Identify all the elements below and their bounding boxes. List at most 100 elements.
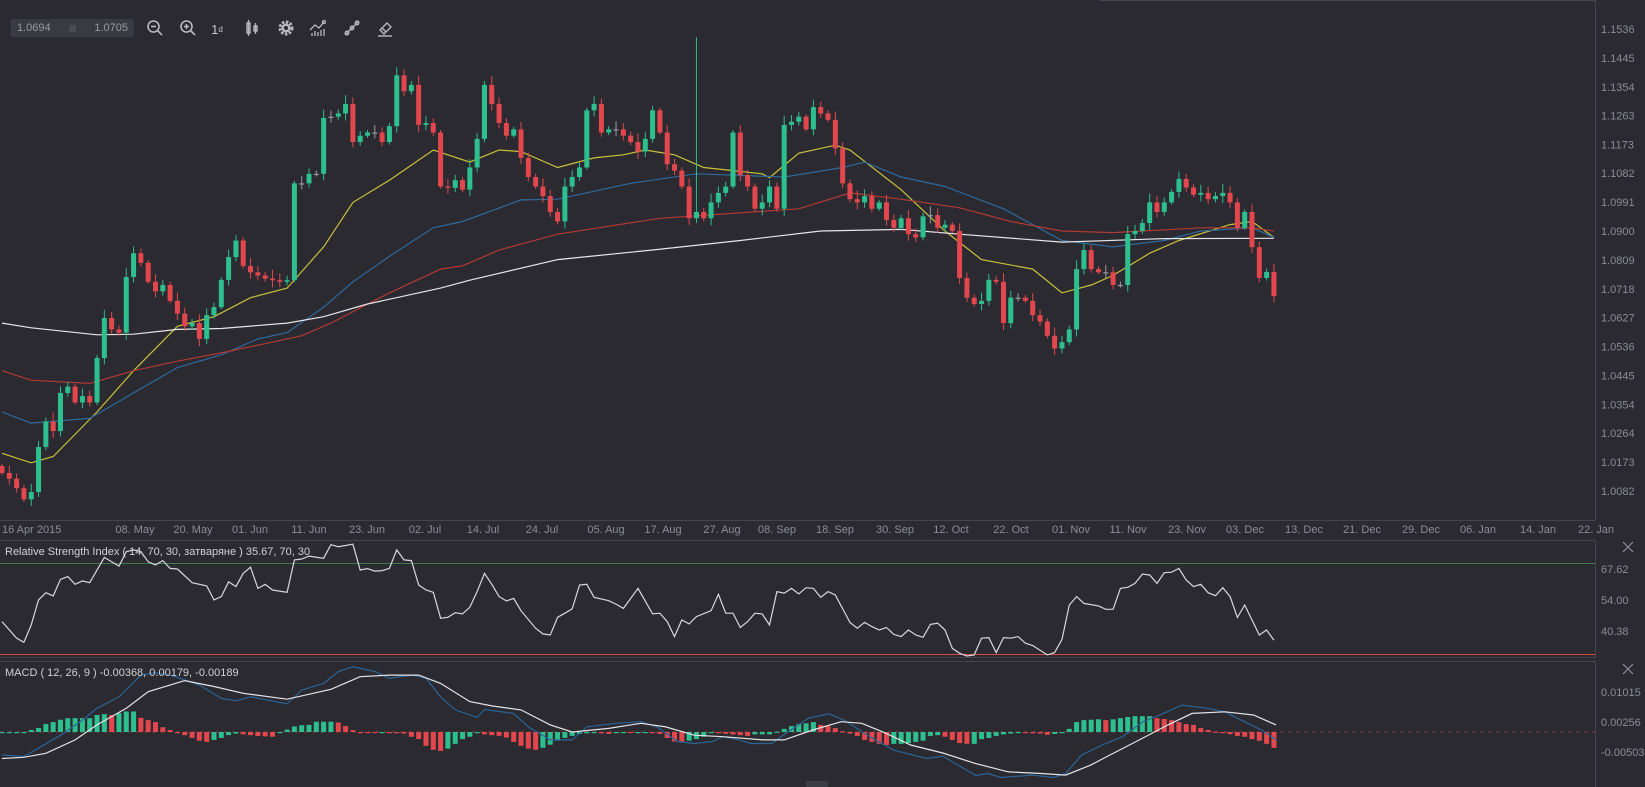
- candle: [803, 114, 809, 132]
- rsi-axis-label: 54.00: [1601, 595, 1629, 607]
- candle-body: [1271, 271, 1277, 297]
- candle: [737, 125, 743, 182]
- close-macd-panel-icon[interactable]: [1621, 662, 1635, 676]
- drawing-tools-icon[interactable]: [340, 16, 364, 40]
- histogram-bar: [715, 732, 721, 734]
- rsi-line: [1, 543, 1275, 657]
- histogram-bar: [847, 732, 853, 734]
- candle-body: [1059, 342, 1065, 349]
- histogram-bar: [1074, 722, 1080, 732]
- candle-body: [94, 358, 100, 403]
- candle: [416, 76, 422, 132]
- candle: [862, 189, 868, 208]
- date-axis-label: 27. Aug: [703, 524, 740, 536]
- candle: [1059, 336, 1065, 354]
- candle: [255, 266, 261, 281]
- candle: [1264, 268, 1270, 281]
- candle: [153, 274, 159, 298]
- histogram-bar: [284, 729, 290, 732]
- histogram-bar: [416, 732, 422, 740]
- histogram-bar: [1066, 728, 1072, 732]
- histogram-bar: [503, 732, 509, 738]
- close-rsi-panel-icon[interactable]: [1621, 540, 1635, 554]
- histogram-bar: [291, 726, 297, 732]
- candle-body: [905, 218, 911, 235]
- candle-body: [825, 113, 831, 120]
- candle: [1191, 184, 1197, 198]
- histogram-bar: [957, 732, 963, 744]
- candle-body: [854, 199, 860, 203]
- zoom-out-icon[interactable]: [143, 16, 167, 40]
- candle: [1205, 186, 1211, 205]
- candle-body: [481, 84, 487, 139]
- candle-body: [810, 107, 816, 130]
- price-axis-label: 1.0627: [1601, 313, 1635, 325]
- histogram-bar: [196, 732, 202, 741]
- candle: [306, 168, 312, 188]
- date-axis-label: 08. Sep: [758, 524, 796, 536]
- candle-body: [1015, 297, 1021, 299]
- candle-body: [1117, 284, 1123, 287]
- candle-body: [540, 186, 546, 197]
- histogram-bar: [635, 732, 641, 734]
- candle-body: [993, 279, 999, 282]
- settings-gear-icon[interactable]: [274, 16, 298, 40]
- candle: [635, 133, 641, 159]
- candle: [767, 180, 773, 208]
- candle-body: [796, 116, 802, 122]
- candle: [65, 381, 71, 397]
- candle: [1183, 173, 1189, 192]
- candle: [818, 101, 824, 118]
- histogram-bar: [1249, 732, 1255, 740]
- candle-body: [1227, 192, 1233, 203]
- histogram-bar: [1256, 732, 1262, 741]
- histogram-bar: [153, 722, 159, 732]
- date-axis-label: 24. Jul: [526, 524, 558, 536]
- candle: [1096, 266, 1101, 275]
- histogram-bar: [949, 732, 955, 740]
- indicators-icon[interactable]: [306, 16, 330, 40]
- candle-body: [650, 110, 656, 139]
- histogram-bar: [1212, 731, 1218, 733]
- candle: [628, 131, 634, 146]
- candle-body: [693, 211, 699, 219]
- candle-body: [518, 129, 524, 158]
- histogram-bar: [255, 732, 261, 736]
- candle-body: [832, 119, 838, 149]
- candle: [36, 440, 42, 497]
- eraser-icon[interactable]: [373, 16, 397, 40]
- candle-body: [50, 421, 56, 432]
- candle-body: [291, 183, 297, 281]
- histogram-bar: [474, 732, 480, 734]
- candle: [438, 129, 444, 189]
- candle-type-icon[interactable]: [240, 16, 264, 40]
- candle: [460, 176, 466, 193]
- histogram-bar: [445, 732, 451, 749]
- candle: [1117, 281, 1123, 288]
- candle-body: [1191, 187, 1197, 195]
- candle-body: [394, 75, 400, 127]
- candle: [664, 125, 670, 171]
- candle-body: [72, 386, 78, 403]
- histogram-bar: [423, 732, 429, 746]
- candle-body: [204, 315, 210, 339]
- candle: [525, 152, 531, 182]
- rsi-axis-label: 40.38: [1601, 626, 1629, 638]
- candle: [240, 237, 246, 269]
- histogram-bar: [642, 732, 648, 734]
- candle-body: [635, 142, 641, 152]
- zoom-in-icon[interactable]: [176, 16, 200, 40]
- timeframe-unit: d: [218, 24, 223, 34]
- candle-body: [1220, 192, 1226, 197]
- candle-body: [101, 318, 107, 359]
- candle: [1125, 226, 1131, 292]
- histogram-bar: [884, 732, 890, 746]
- candle: [262, 271, 268, 282]
- candle: [182, 307, 188, 332]
- histogram-bar: [518, 732, 524, 746]
- histogram-bar: [167, 730, 173, 732]
- date-axis-label: 05. Aug: [587, 524, 624, 536]
- panel-resize-handle[interactable]: [806, 781, 828, 787]
